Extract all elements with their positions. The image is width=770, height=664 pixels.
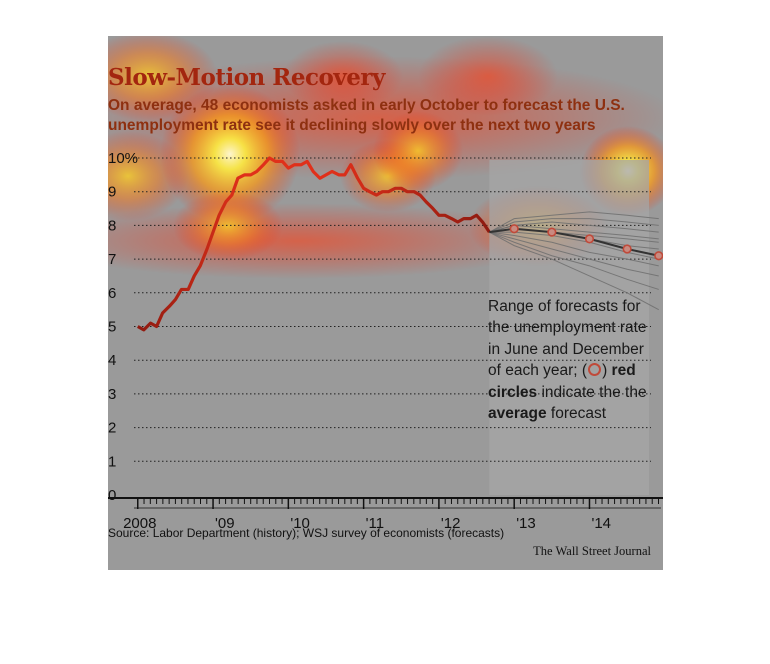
x-tick-label: 2008 [123, 515, 156, 532]
average-forecast-point [509, 224, 519, 234]
annotation-text-1: Range of forecasts for the unemployment … [488, 298, 647, 380]
forecast-range-band [489, 160, 649, 495]
annotation-bold-average: average [488, 405, 547, 423]
red-circle-icon [588, 363, 602, 377]
y-tick-label: 6 [108, 285, 116, 302]
x-tick-label: '13 [516, 515, 536, 532]
x-tick-label: '10 [290, 515, 310, 532]
annotation-text-2: ) [602, 362, 612, 380]
chart-figure: Slow-Motion Recovery On average, 48 econ… [108, 36, 663, 570]
average-forecast-point [584, 234, 595, 244]
y-tick-label: 4 [108, 352, 116, 369]
history-line [136, 156, 491, 332]
y-tick-label: 5 [108, 319, 116, 336]
forecast-line-7 [489, 231, 659, 260]
source-note: Source: Labor Department (history); WSJ … [108, 526, 505, 540]
chart-subtitle: On average, 48 economists asked in early… [108, 97, 625, 134]
forecast-line-9 [489, 231, 659, 277]
x-tick-label: '12 [441, 515, 461, 532]
y-tick-label: 2 [108, 420, 116, 437]
average-forecast-point [654, 251, 663, 261]
average-forecast-point [547, 227, 557, 237]
y-tick-label: 3 [108, 386, 116, 403]
chart-title: Slow-Motion Recovery [108, 64, 385, 91]
forecast-line-4 [489, 224, 659, 240]
y-tick-label: 7 [108, 251, 116, 268]
average-forecast-point [622, 244, 632, 254]
y-tick-label: 9 [108, 184, 116, 201]
publisher-credit: The Wall Street Journal [533, 544, 651, 558]
annotation-text-3: indicate the the [537, 383, 647, 401]
forecast-annotation: Range of forecasts for the unemployment … [488, 296, 658, 424]
y-tick-label: 8 [108, 217, 116, 234]
x-tick-label: '09 [215, 515, 235, 532]
y-tick-label: 0 [108, 487, 116, 504]
forecast-line-2 [489, 218, 659, 233]
x-tick-label: '14 [591, 515, 611, 532]
annotation-text-4: forecast [546, 405, 607, 423]
annotation-bold-red-circles: red circles [488, 362, 636, 401]
forecast-line-11 [489, 231, 659, 311]
forecast-line-8 [489, 231, 659, 267]
plot-area: 0 1 2 3 4 5 6 7 8 9 10% 2008 '09 '10 '11 '12 '13 '14 [108, 150, 663, 532]
forecast-line-10 [489, 231, 659, 290]
forecast-line-1 [489, 211, 659, 233]
y-tick-label: 10% [108, 150, 138, 167]
y-tick-label: 1 [108, 453, 116, 470]
x-tick-label: '11 [366, 515, 384, 532]
